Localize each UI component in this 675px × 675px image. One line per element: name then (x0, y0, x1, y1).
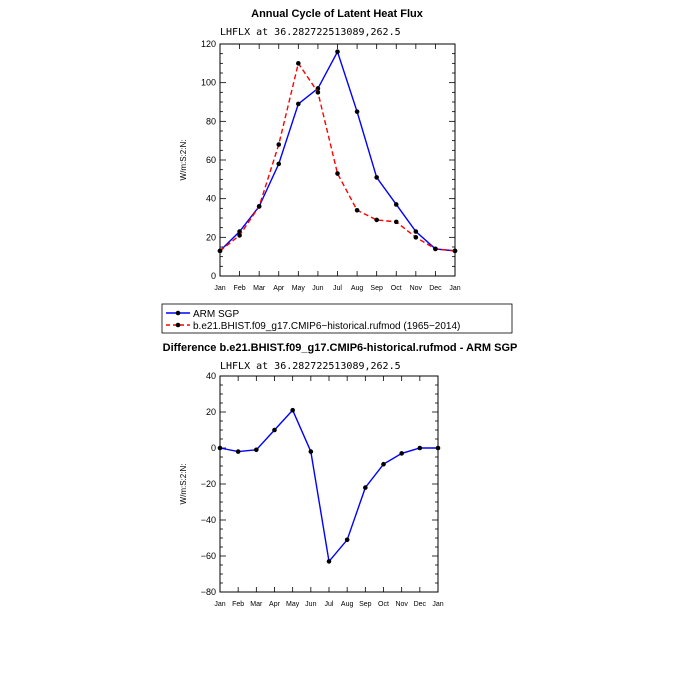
chart2-series-0-line (219, 408, 438, 564)
chart2-xtick-label: Dec (414, 601, 427, 608)
chart1-xtick-label: May (292, 285, 306, 292)
chart1-series-0-point (354, 109, 360, 114)
chart1-subtitle: LHFLX at 36.282722513089,262.5 (220, 27, 401, 38)
chart2-xtick-label: Jun (305, 601, 316, 608)
chart2-xtick-label: Aug (341, 601, 354, 608)
chart2-plot-area: Jan Feb Mar Apr May Jun Jul Aug Sep Oct Nov Dec Jan −… (201, 371, 444, 608)
chart1-xtick-label: Dec (429, 285, 442, 292)
legend-label-arm: ARM SGP (193, 309, 239, 320)
chart2-series-0-point (272, 427, 277, 433)
chart1-ytick-label: 120 (201, 39, 216, 49)
chart2-xtick-label: Jan (214, 601, 225, 608)
chart1-series-0-point (276, 161, 282, 167)
chart2-xtick-label: Nov (395, 601, 408, 608)
chart1-xtick-label: Apr (273, 285, 285, 292)
chart1-ytick-label: 100 (201, 78, 216, 88)
chart1-series-1-point (217, 248, 223, 254)
chart2-series-0-point (435, 445, 441, 451)
chart1-series-0-line (219, 49, 456, 252)
chart1-series-1-point (413, 235, 419, 240)
chart1-xtick-label: Jan (214, 285, 225, 292)
chart1-xtick-label: Aug (351, 285, 364, 292)
chart1-xtick-label: Sep (370, 285, 383, 292)
chart1-xtick-label: Nov (410, 285, 423, 292)
chart1-xtick-label: Oct (391, 285, 402, 292)
chart2-series-0-point (235, 449, 241, 454)
chart2-xtick-label: May (286, 601, 300, 608)
chart2-ytick-label: −60 (201, 551, 216, 561)
chart2-xtick-label: Jul (325, 601, 334, 608)
chart1-series-1-point (452, 248, 458, 254)
chart1-series-1-line (219, 61, 456, 252)
chart1-ytick-label: 40 (206, 194, 216, 204)
chart2-series-0-point (344, 537, 350, 543)
chart1-title: Annual Cycle of Latent Heat Flux (251, 8, 424, 20)
chart2-ylabel: W/m:S:2:N: (179, 464, 188, 505)
chart1-frame (219, 43, 456, 277)
chart1-ytick-label: 60 (206, 155, 216, 165)
chart1-series-1-point (296, 61, 301, 66)
chart1-xtick-label: Mar (253, 285, 266, 292)
chart2-ytick-label: 20 (206, 407, 216, 417)
chart2-series-0-point (254, 447, 259, 453)
legend-label-model: b.e21.BHIST.f09_g17.CMIP6−historical.ruf… (193, 321, 460, 332)
chart2-xtick-label: Apr (269, 601, 281, 608)
chart1-series-1-point (374, 217, 379, 223)
chart1-xtick-label: Jun (312, 285, 323, 292)
chart1-xtick-label: Jan (449, 285, 460, 292)
legend-marker-model (175, 322, 181, 328)
chart1-xtick-label: Feb (234, 285, 246, 292)
chart2-title: Difference b.e21.BHIST.f09_g17.CMIP6-his… (163, 342, 518, 354)
chart2-ytick-label: −20 (201, 479, 216, 489)
legend-box (161, 303, 513, 334)
chart1-ylabel: W/m:S:2:N: (179, 140, 188, 181)
chart2-xtick-label: Oct (378, 601, 389, 608)
chart1-xtick-label: Jul (333, 285, 342, 292)
chart1-series-0-point (296, 101, 301, 107)
chart1-series-1-point (433, 246, 438, 252)
chart2-series-0-point (308, 449, 314, 454)
chart2-xtick-label: Mar (250, 601, 263, 608)
chart1-series-1-point (237, 233, 242, 238)
chart2-xtick-label: Jan (432, 601, 443, 608)
chart2-ytick-label: −40 (201, 515, 216, 525)
chart2-xtick-label: Sep (359, 601, 372, 608)
chart2-xtick-label: Feb (232, 601, 244, 608)
chart2-subtitle: LHFLX at 36.282722513089,262.5 (220, 361, 401, 372)
chart2-series-0-point (381, 461, 386, 467)
chart1-series-0-point (335, 49, 340, 55)
chart2-series-0-point (290, 407, 295, 413)
chart2-ytick-label: −80 (201, 587, 216, 597)
chart2-series-0-point (399, 451, 404, 456)
chart1-plot-area: Jan Feb Mar Apr May Jun Jul Aug Sep Oct Nov Dec Jan 0… (201, 39, 461, 292)
chart1-ytick-label: 20 (206, 232, 216, 242)
chart1-ytick-label: 0 (211, 271, 216, 281)
chart2-ytick-label: 40 (206, 371, 216, 381)
chart2-ytick-label: 0 (211, 443, 216, 453)
chart2-series-0-point (363, 485, 368, 490)
legend-marker-arm (175, 310, 181, 316)
chart1-ytick-label: 80 (206, 116, 216, 126)
chart1-series-1-point (315, 90, 321, 95)
chart1-series-1-point (354, 207, 360, 213)
chart2-series-0-point (217, 445, 223, 451)
chart1-series-1-point (276, 142, 282, 147)
chart1-series-0-point (374, 175, 379, 180)
chart2-series-0-point (326, 559, 332, 564)
chart1-series-1-point (393, 219, 399, 225)
chart1-series-0-point (413, 229, 419, 234)
chart1-series-1-point (335, 171, 340, 176)
legend: ARM SGP b.e21.BHIST.f09_g17.CMIP6−histor… (161, 303, 513, 334)
chart1-series-0-point (393, 202, 399, 207)
chart1-series-1-point (256, 204, 262, 209)
chart2-series-0-point (417, 445, 423, 451)
